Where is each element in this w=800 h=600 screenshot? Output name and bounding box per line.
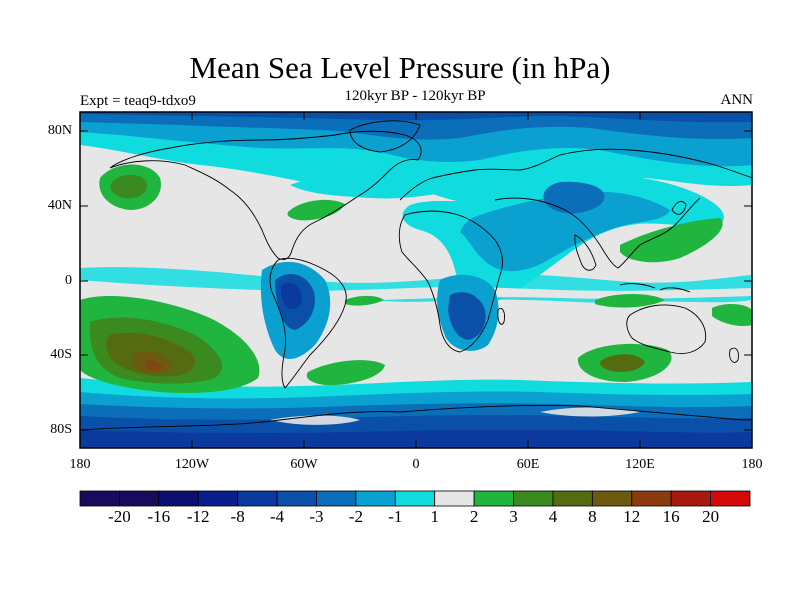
- field-east-pacific-green: [712, 304, 752, 326]
- map-title: Mean Sea Level Pressure (in hPa): [189, 50, 611, 85]
- coastline-indonesia: [619, 283, 691, 293]
- field-north-pacific-darkgreen: [110, 174, 148, 199]
- colorbar-box: [316, 490, 357, 507]
- colorbar: [79, 490, 751, 507]
- colorbar-label: 16: [662, 507, 680, 526]
- field-africa-blue: [448, 292, 486, 340]
- coastline-north-america: [109, 130, 422, 261]
- colorbar-box: [513, 490, 554, 507]
- pressure-field: [80, 112, 752, 448]
- coastline-madagascar: [497, 307, 505, 325]
- field-south-atlantic-green: [345, 295, 384, 306]
- ytick-label-0: 0: [65, 273, 72, 288]
- xtick-label-120w: 120W: [174, 457, 210, 472]
- colorbar-label: -8: [230, 507, 245, 526]
- field-south-atlantic-green-2: [306, 360, 385, 386]
- field-antarctic-patch-1: [270, 415, 360, 425]
- colorbar-box: [355, 490, 396, 507]
- colorbar-label: -12: [186, 507, 210, 526]
- colorbar-box: [552, 490, 593, 507]
- colorbar-box: [79, 490, 120, 507]
- coastline-africa: [398, 210, 503, 353]
- ytick-label-40n: 40N: [47, 198, 72, 213]
- ytick-label-80s: 80S: [50, 422, 72, 437]
- colorbar-box: [197, 490, 239, 507]
- coastline-australia: [626, 304, 707, 354]
- xtick-label-60w: 60W: [290, 457, 318, 472]
- colorbar-box: [434, 490, 475, 507]
- field-north-blue: [80, 112, 752, 140]
- field-asia-blue: [543, 181, 605, 214]
- colorbar-box: [394, 490, 436, 507]
- coastline-japan: [671, 200, 687, 215]
- coastline-asia: [494, 197, 701, 269]
- colorbar-label: 20: [702, 507, 720, 526]
- season-label: ANN: [720, 92, 754, 108]
- field-south-pacific-center: [145, 360, 162, 371]
- field-south-darkblue: [80, 429, 752, 448]
- colorbar-label: 4: [548, 507, 558, 526]
- coastline-india: [574, 234, 597, 271]
- colorbar-label: -20: [108, 507, 131, 526]
- coastline-greenland: [349, 120, 421, 153]
- field-asia-lightblue: [460, 191, 670, 272]
- experiment-label: Expt = teaq9-tdxo9: [80, 93, 196, 109]
- xtick-label-0: 0: [412, 457, 420, 472]
- xtick-label-180w: 180: [69, 457, 91, 472]
- field-neutral-band: [80, 280, 752, 301]
- colorbar-label: -16: [147, 507, 171, 526]
- field-atlantic-cyan: [290, 161, 463, 199]
- colorbar-box: [670, 490, 711, 507]
- axis-ticks: [80, 112, 752, 448]
- xtick-label-120e: 120E: [625, 457, 655, 472]
- field-west-pacific-green: [620, 218, 723, 263]
- coastline-south-america: [269, 257, 347, 389]
- colorbar-label: 12: [623, 507, 641, 526]
- colorbar-label: 8: [588, 507, 597, 526]
- field-antarctic-patch-2: [540, 407, 640, 417]
- ytick-label-40s: 40S: [50, 347, 72, 362]
- colorbar-box: [591, 490, 633, 507]
- coastlines: [80, 120, 752, 431]
- field-south-america-darkblue: [281, 282, 302, 310]
- colorbar-box: [631, 490, 672, 507]
- colorbar-label: 2: [469, 507, 479, 526]
- colorbar-label: -4: [269, 507, 285, 526]
- colorbar-label: -3: [309, 507, 324, 526]
- colorbar-box: [710, 490, 751, 507]
- colorbar-box: [473, 490, 514, 507]
- coastline-new-zealand: [729, 347, 739, 363]
- xtick-label-60e: 60E: [516, 457, 540, 472]
- colorbar-label: 3: [509, 507, 518, 526]
- ytick-label-80n: 80N: [47, 123, 72, 138]
- field-north-atlantic-green: [287, 199, 345, 221]
- field-south-indian-darkgreen: [600, 354, 645, 372]
- colorbar-box: [237, 490, 278, 507]
- colorbar-label: -1: [388, 507, 403, 526]
- colorbar-box: [276, 490, 317, 507]
- colorbar-box: [119, 490, 160, 507]
- map-subtitle: 120kyr BP - 120kyr BP: [344, 88, 486, 104]
- colorbar-label: 1: [430, 507, 439, 526]
- field-indian-ocean-green: [595, 294, 665, 308]
- coastline-europe: [399, 148, 752, 201]
- xtick-label-180e: 180: [741, 457, 763, 472]
- colorbar-label: -2: [348, 507, 363, 526]
- coastline-antarctica: [80, 405, 752, 431]
- colorbar-box: [158, 490, 199, 507]
